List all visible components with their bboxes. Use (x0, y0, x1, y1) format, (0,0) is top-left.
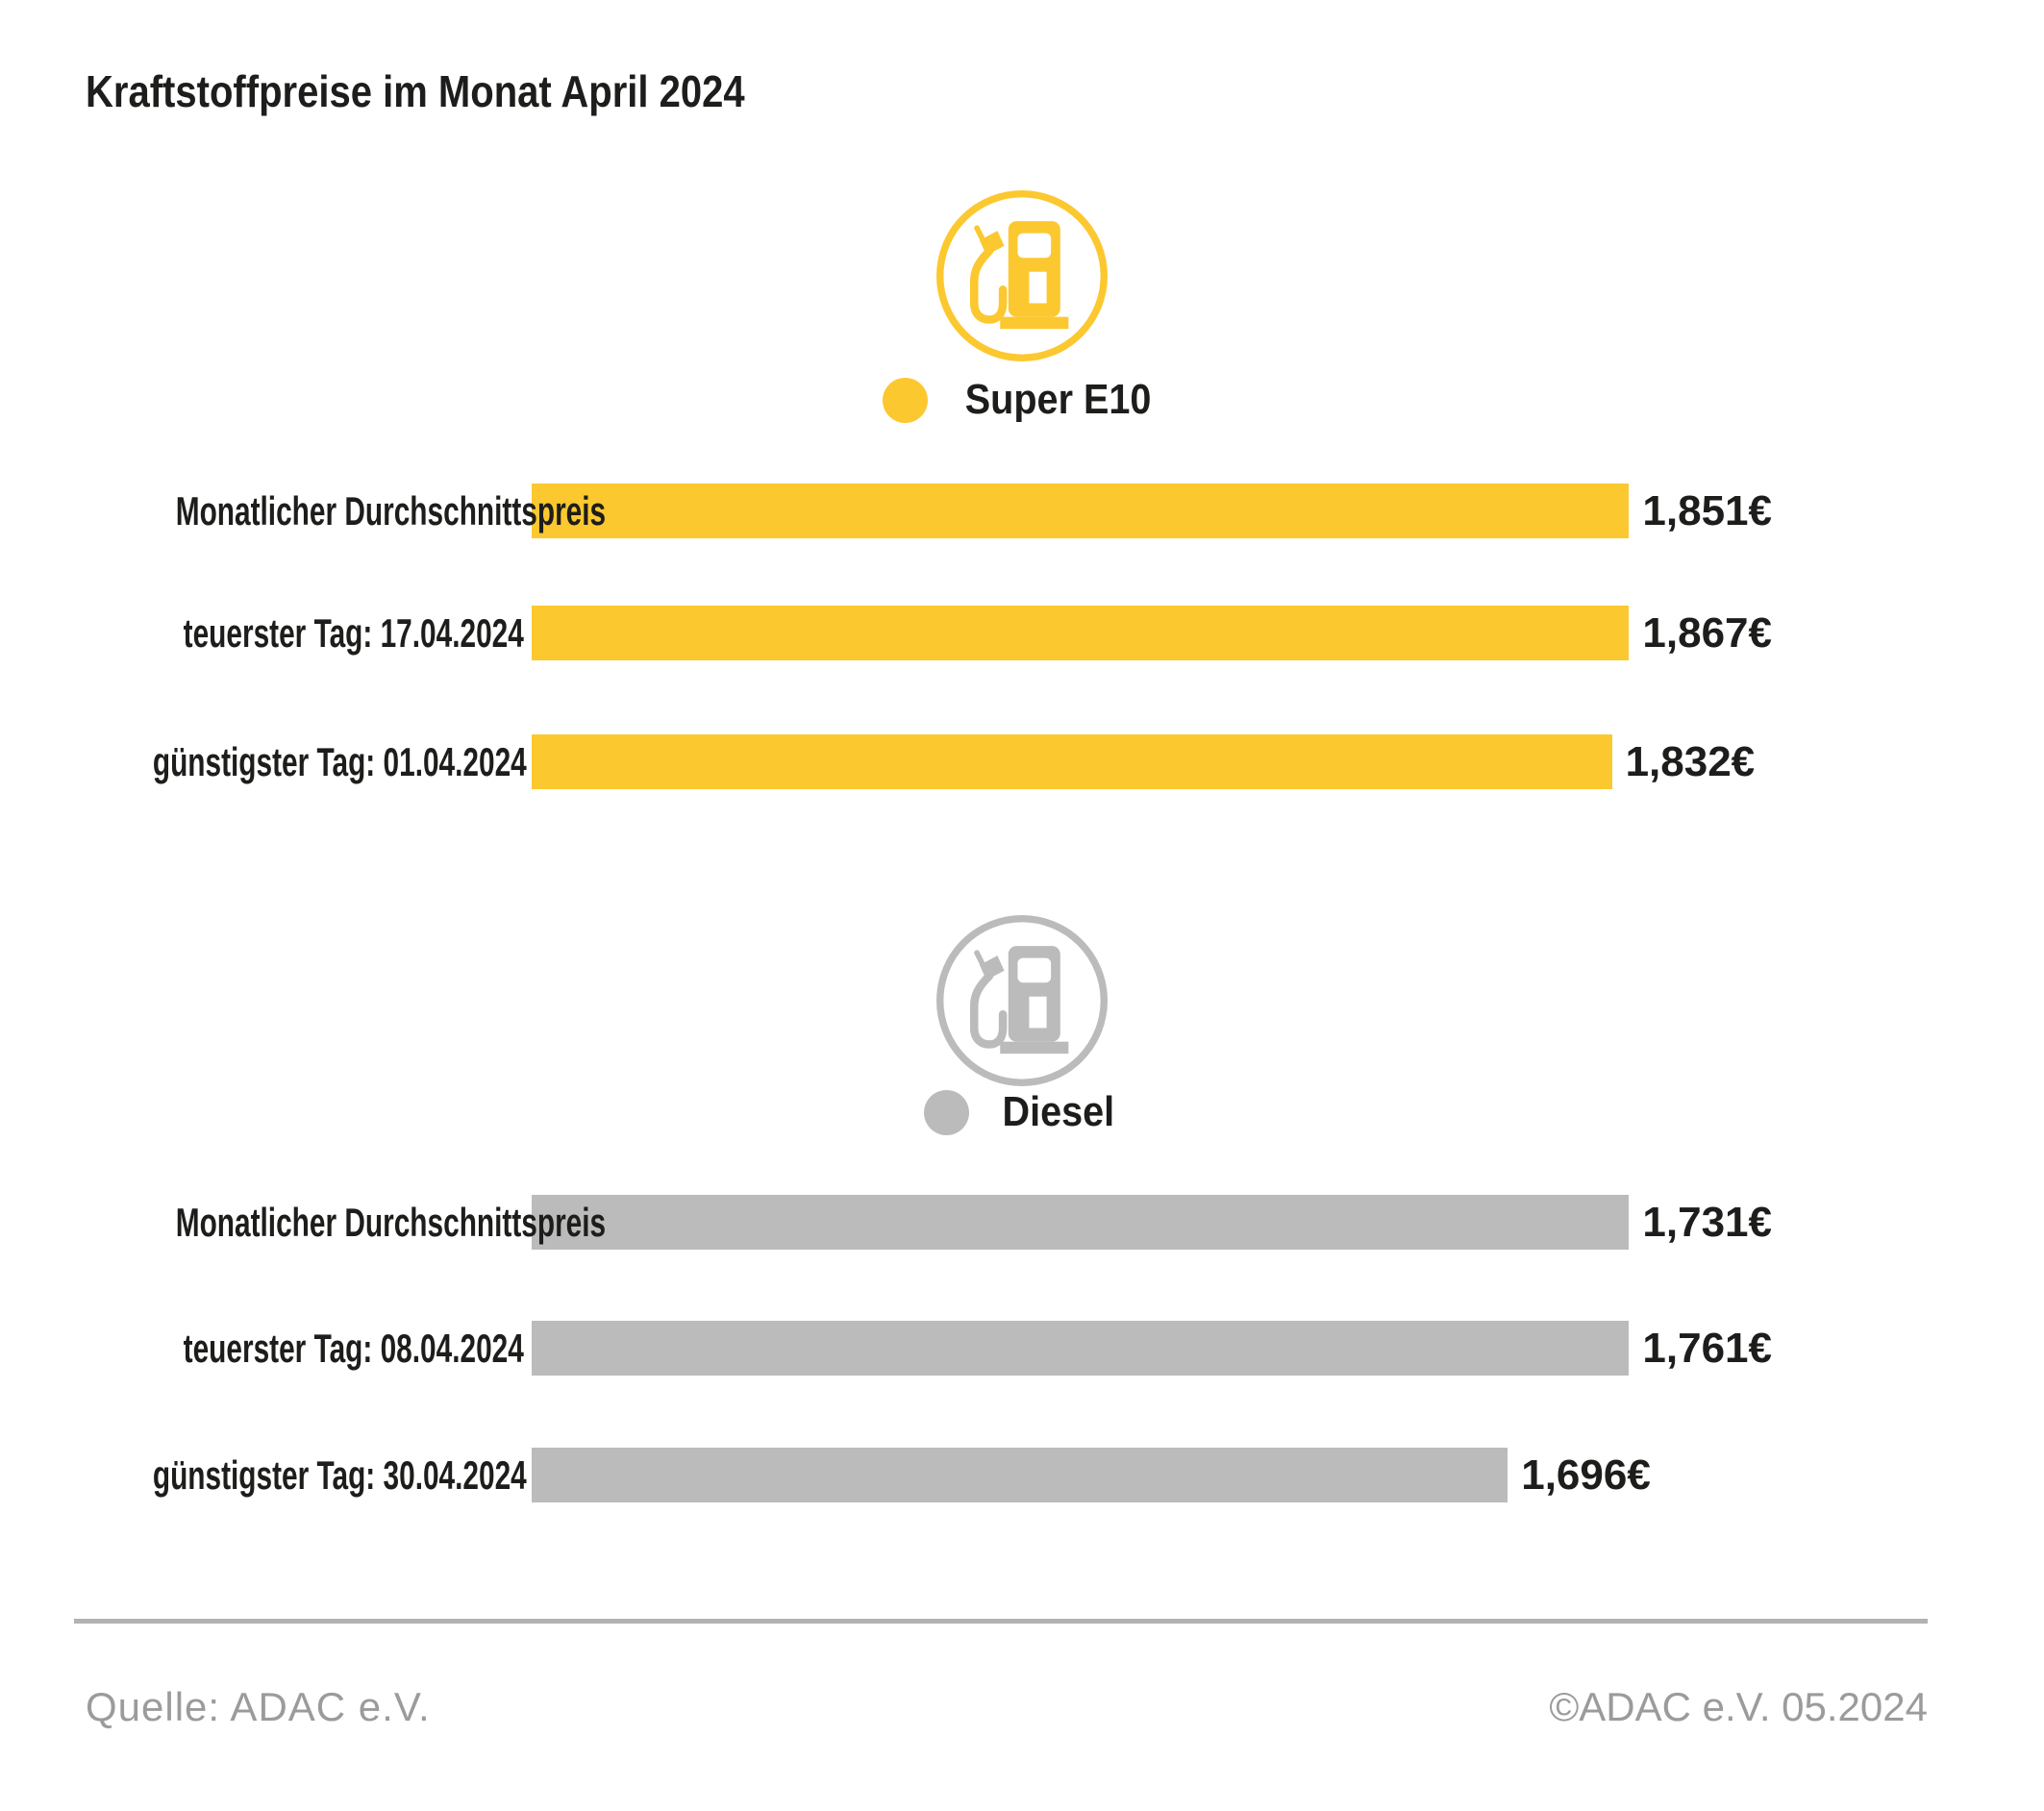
bar-row-diesel-average: Monatlicher Durchschnittspreis 1,731€ (0, 1195, 2044, 1250)
bar-value: 1,851€ (1642, 487, 1772, 534)
legend-label-super: Super E10 (964, 376, 1152, 423)
bar-diesel-min (532, 1448, 1508, 1502)
bar-diesel-average (532, 1195, 1630, 1250)
bar-value: 1,731€ (1642, 1199, 1772, 1246)
bar-super-max (532, 606, 1630, 660)
legend-super-e10: Super E10 (0, 376, 2044, 423)
bar-value: 1,696€ (1521, 1451, 1651, 1499)
bar-track: 1,867€ (532, 606, 1772, 660)
bar-label: günstigster Tag: 01.04.2024 (152, 739, 527, 784)
footer-copyright: ©ADAC e.V. 05.2024 (1549, 1684, 1928, 1729)
legend-diesel: Diesel (0, 1088, 2044, 1135)
bar-row-diesel-min: günstigster Tag: 30.04.2024 1,696€ (0, 1448, 2044, 1502)
legend-label-diesel: Diesel (1002, 1088, 1114, 1135)
bar-track: 1,832€ (532, 734, 1772, 789)
fuel-pump-icon (935, 913, 1109, 1088)
bar-value: 1,867€ (1642, 609, 1772, 657)
fuel-pump-icon (935, 188, 1109, 363)
bar-value: 1,832€ (1625, 738, 1756, 785)
bar-row-super-average: Monatlicher Durchschnittspreis 1,851€ (0, 484, 2044, 538)
bar-row-super-max: teuerster Tag: 17.04.2024 1,867€ (0, 606, 2044, 660)
bar-diesel-max (532, 1321, 1630, 1376)
legend-dot-diesel (923, 1089, 969, 1135)
bar-track: 1,731€ (532, 1195, 1772, 1250)
page-title: Kraftstoffpreise im Monat April 2024 (86, 65, 843, 117)
bar-row-diesel-max: teuerster Tag: 08.04.2024 1,761€ (0, 1321, 2044, 1376)
bar-label: teuerster Tag: 08.04.2024 (183, 1326, 524, 1371)
bar-track: 1,851€ (532, 484, 1772, 538)
footer-source: Quelle: ADAC e.V. (86, 1684, 431, 1729)
bar-label: teuerster Tag: 17.04.2024 (183, 610, 524, 656)
bar-super-average (532, 484, 1630, 538)
page-title-text: Kraftstoffpreise im Monat April 2024 (86, 66, 745, 116)
bar-label: Monatlicher Durchschnittspreis (175, 488, 607, 533)
bar-row-super-min: günstigster Tag: 01.04.2024 1,832€ (0, 734, 2044, 789)
legend-dot-super (882, 377, 928, 423)
bar-label: Monatlicher Durchschnittspreis (175, 1200, 607, 1245)
footer-divider (74, 1619, 1928, 1624)
bar-super-min (532, 734, 1612, 789)
bar-track: 1,696€ (532, 1448, 1772, 1502)
bar-label: günstigster Tag: 30.04.2024 (152, 1452, 527, 1498)
bar-value: 1,761€ (1642, 1325, 1772, 1372)
bar-track: 1,761€ (532, 1321, 1772, 1376)
